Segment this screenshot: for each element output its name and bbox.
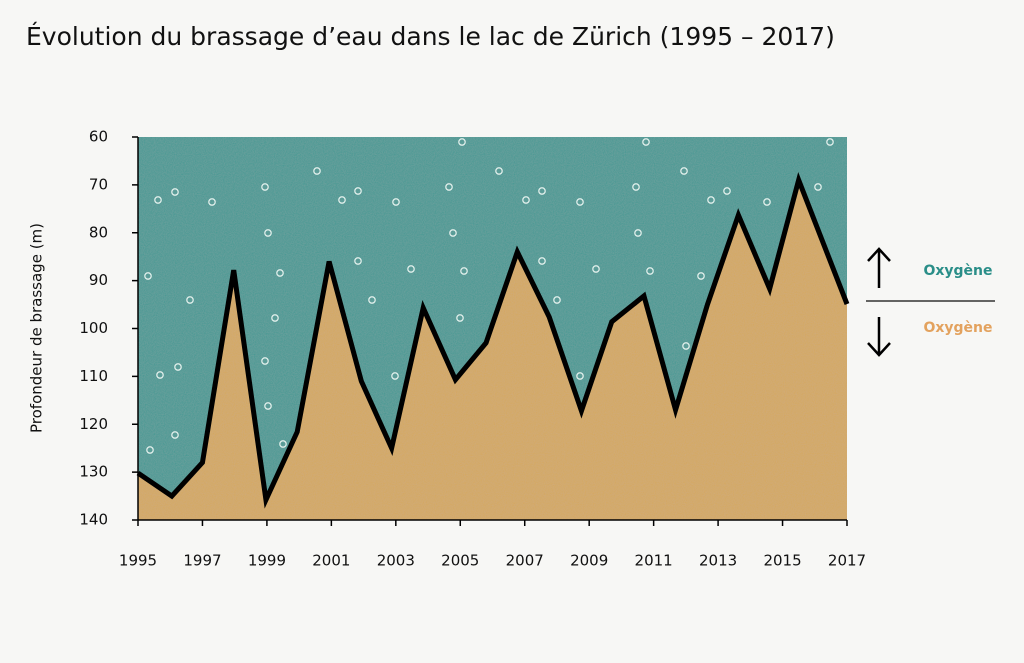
bubble bbox=[553, 296, 561, 304]
bubble bbox=[707, 196, 715, 204]
x-tick-label: 2013 bbox=[699, 552, 737, 570]
x-tick-label: 2007 bbox=[506, 552, 544, 570]
bubble bbox=[154, 196, 162, 204]
x-tick-label: 2009 bbox=[570, 552, 608, 570]
bubble bbox=[697, 272, 705, 280]
bubble bbox=[456, 314, 464, 322]
bubble bbox=[264, 229, 272, 237]
bubble bbox=[449, 229, 457, 237]
bubble bbox=[261, 183, 269, 191]
arrow-down bbox=[867, 317, 891, 357]
bubble bbox=[392, 198, 400, 206]
y-tick-label: 80 bbox=[89, 223, 108, 241]
bubble bbox=[279, 440, 287, 448]
annotation: Oxygène bbox=[923, 263, 992, 279]
bubble bbox=[538, 187, 546, 195]
bubble bbox=[646, 267, 654, 275]
bubble bbox=[576, 372, 584, 380]
line bbox=[136, 172, 850, 509]
bubble bbox=[146, 446, 154, 454]
bubble bbox=[642, 138, 650, 146]
bubble bbox=[354, 257, 362, 265]
y-tick-label: 90 bbox=[89, 271, 108, 289]
x-tick-label: 2003 bbox=[377, 552, 415, 570]
bubble bbox=[186, 296, 194, 304]
x-tick-label: 1997 bbox=[183, 552, 221, 570]
bubble bbox=[723, 187, 731, 195]
x-tick-label: 2005 bbox=[441, 552, 479, 570]
plot-area bbox=[136, 137, 850, 520]
bubble bbox=[538, 257, 546, 265]
chart-title: Évolution du brassage d’eau dans le lac … bbox=[26, 22, 835, 51]
bubble bbox=[632, 183, 640, 191]
x-tick-label: 2001 bbox=[312, 552, 350, 570]
bubble bbox=[407, 265, 415, 273]
x-tick-label: 2017 bbox=[828, 552, 866, 570]
y-tick-label: 110 bbox=[79, 367, 108, 385]
y-tick-label: 60 bbox=[89, 128, 108, 146]
legend-annotation: Oxygène Oxygène bbox=[866, 247, 995, 357]
bubble bbox=[264, 402, 272, 410]
x-tick-label: 2015 bbox=[763, 552, 801, 570]
bubble bbox=[576, 198, 584, 206]
x-tick-label: 1999 bbox=[248, 552, 286, 570]
bubble bbox=[368, 296, 376, 304]
bubble bbox=[763, 198, 771, 206]
bubble bbox=[522, 196, 530, 204]
y-tick-label: 70 bbox=[89, 175, 108, 193]
bubble bbox=[313, 167, 321, 175]
bubble bbox=[592, 265, 600, 273]
bubble bbox=[171, 188, 179, 196]
y-tick-label: 130 bbox=[79, 463, 108, 481]
bubble bbox=[174, 363, 182, 371]
x-tick-label: 1995 bbox=[119, 552, 157, 570]
bubble bbox=[208, 198, 216, 206]
bubble bbox=[445, 183, 453, 191]
bubble bbox=[458, 138, 466, 146]
bubble bbox=[460, 267, 468, 275]
bubble bbox=[680, 167, 688, 175]
bubble bbox=[354, 187, 362, 195]
bubble bbox=[171, 431, 179, 439]
x-tick-label: 2011 bbox=[635, 552, 673, 570]
bubble bbox=[144, 272, 152, 280]
bubble bbox=[495, 167, 503, 175]
bubble bbox=[338, 196, 346, 204]
annotation: Oxygène bbox=[923, 320, 992, 336]
bubble bbox=[634, 229, 642, 237]
bubble bbox=[271, 314, 279, 322]
arrow-up bbox=[867, 247, 891, 288]
bubble bbox=[814, 183, 822, 191]
y-tick-label: 120 bbox=[79, 415, 108, 433]
bubble bbox=[826, 138, 834, 146]
bubble bbox=[682, 342, 690, 350]
area bbox=[138, 180, 847, 520]
bubble bbox=[391, 372, 399, 380]
bubble bbox=[261, 357, 269, 365]
y-tick-label: 140 bbox=[79, 511, 108, 529]
y-axis-label: Profondeur de brassage (m) bbox=[28, 223, 46, 433]
bubble bbox=[276, 269, 284, 277]
bubble bbox=[156, 371, 164, 379]
y-tick-label: 100 bbox=[79, 319, 108, 337]
